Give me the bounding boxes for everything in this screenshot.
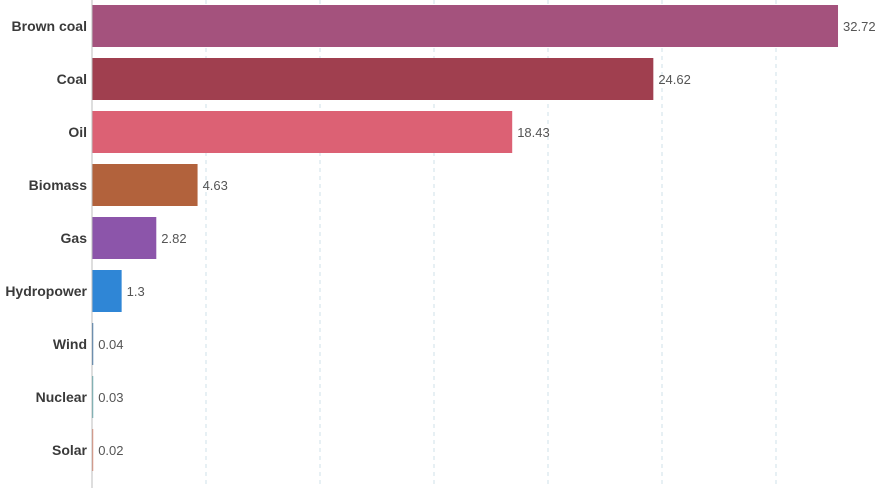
value-label-hydropower: 1.3	[127, 284, 145, 299]
category-label-hydropower: Hydropower	[5, 283, 87, 299]
category-label-brown-coal: Brown coal	[12, 18, 87, 34]
value-labels: 32.72 24.62 18.43 4.63 2.82 1.3 0.04 0.03 0.02	[98, 19, 875, 458]
bar-brown-coal	[92, 5, 839, 47]
category-label-nuclear: Nuclear	[36, 389, 88, 405]
category-label-oil: Oil	[68, 124, 87, 140]
value-label-coal: 24.62	[658, 72, 691, 87]
bars	[92, 5, 839, 471]
bar-nuclear	[92, 376, 94, 418]
value-label-wind: 0.04	[98, 337, 123, 352]
bar-solar	[92, 429, 94, 471]
category-label-solar: Solar	[52, 442, 88, 458]
category-label-coal: Coal	[57, 71, 87, 87]
category-label-biomass: Biomass	[29, 177, 88, 193]
value-label-biomass: 4.63	[203, 178, 228, 193]
value-label-brown-coal: 32.72	[843, 19, 876, 34]
value-label-gas: 2.82	[161, 231, 186, 246]
category-labels: Brown coal Coal Oil Biomass Gas Hydropower Win…	[5, 18, 87, 458]
category-label-wind: Wind	[53, 336, 87, 352]
category-label-gas: Gas	[61, 230, 88, 246]
bar-wind	[92, 323, 94, 365]
value-label-nuclear: 0.03	[98, 390, 123, 405]
value-label-solar: 0.02	[98, 443, 123, 458]
bar-oil	[92, 111, 513, 153]
bar-gas	[92, 217, 157, 259]
bar-hydropower	[92, 270, 122, 312]
bar-coal	[92, 58, 654, 100]
bar-biomass	[92, 164, 198, 206]
value-label-oil: 18.43	[517, 125, 550, 140]
